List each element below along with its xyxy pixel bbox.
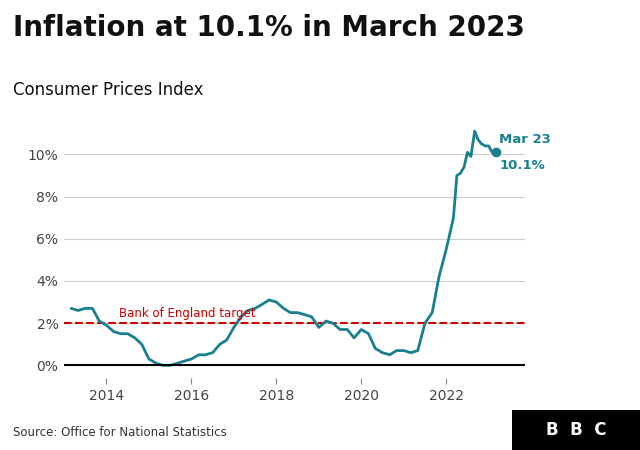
Text: Mar 23: Mar 23	[499, 133, 551, 146]
Text: Consumer Prices Index: Consumer Prices Index	[13, 81, 204, 99]
Text: Inflation at 10.1% in March 2023: Inflation at 10.1% in March 2023	[13, 14, 525, 41]
Text: Bank of England target: Bank of England target	[119, 307, 256, 320]
Text: B  B  C: B B C	[546, 421, 606, 439]
Text: 10.1%: 10.1%	[499, 159, 545, 171]
Text: Source: Office for National Statistics: Source: Office for National Statistics	[13, 426, 227, 439]
